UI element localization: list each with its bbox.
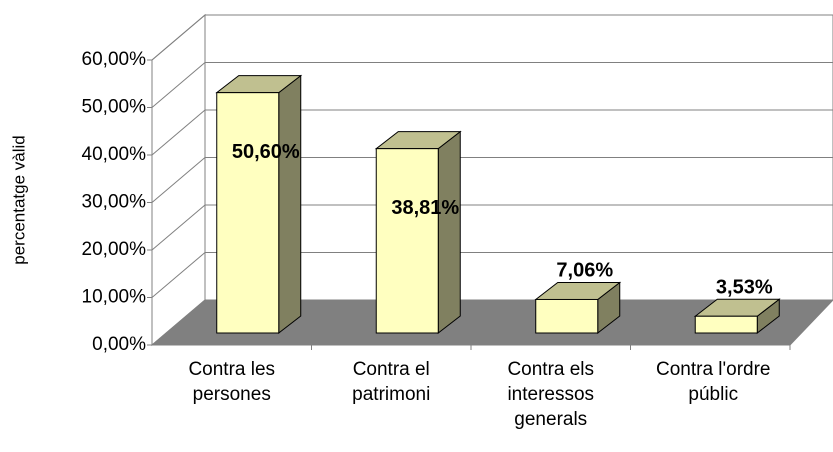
data-label: 50,60% bbox=[232, 141, 300, 163]
y-tick-label: 30,00% bbox=[82, 192, 147, 213]
grid-line bbox=[151, 62, 206, 108]
y-tick-label: 20,00% bbox=[82, 239, 147, 260]
y-tick-label: 50,00% bbox=[82, 97, 147, 118]
y-axis-label: percentatge vàlid bbox=[9, 135, 28, 264]
grid-line bbox=[151, 157, 206, 203]
y-tick-label: 10,00% bbox=[82, 287, 147, 308]
bar bbox=[216, 92, 280, 334]
x-tick-label: Contra les persones bbox=[188, 359, 276, 405]
y-tick-label: 0,00% bbox=[92, 334, 146, 355]
bar bbox=[694, 315, 758, 334]
grid-line bbox=[151, 14, 206, 61]
bar-side bbox=[278, 74, 302, 335]
grid-line bbox=[151, 109, 206, 156]
y-tick-label: 40,00% bbox=[82, 144, 147, 165]
grid-line bbox=[151, 252, 206, 298]
data-label: 3,53% bbox=[716, 277, 773, 299]
bar-side bbox=[437, 130, 461, 335]
grid-line bbox=[151, 204, 206, 251]
bar bbox=[375, 148, 439, 334]
y-tick-label: 60,00% bbox=[82, 49, 147, 70]
x-tick-label: Contra els interessos generals bbox=[507, 359, 595, 430]
data-label: 7,06% bbox=[556, 260, 613, 282]
bar bbox=[535, 298, 599, 334]
x-tick-label: Contra l'ordre públic bbox=[655, 359, 771, 405]
data-label: 38,81% bbox=[391, 197, 459, 219]
x-tick-label: Contra el patrimoni bbox=[352, 359, 431, 405]
